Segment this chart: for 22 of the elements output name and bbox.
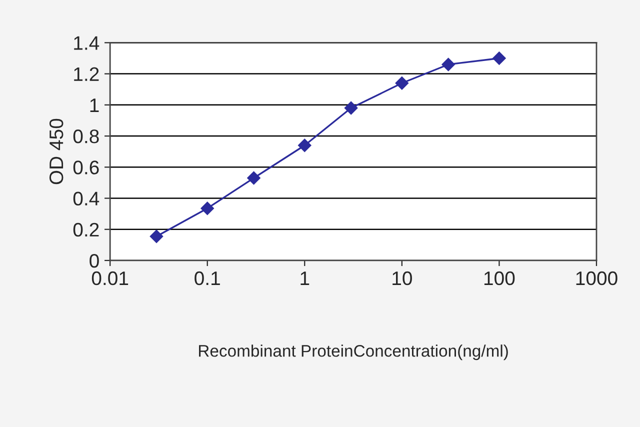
point: [247, 171, 260, 185]
y-axis-title: OD 450: [49, 118, 64, 184]
y-tick-label: 0.8: [73, 130, 99, 144]
point: [492, 52, 506, 65]
x-tick-label: 1: [300, 272, 310, 285]
x-axis-title: Recombinant ProteinConcentration(ng/ml): [199, 344, 508, 360]
y-tick-label: 1: [90, 98, 99, 112]
x-tick-label: 100: [484, 271, 515, 286]
y-tick-label: 0.2: [73, 222, 99, 237]
x-tick-label: 0.1: [194, 271, 220, 286]
y-tick-label: 0: [90, 254, 99, 268]
point: [150, 230, 164, 243]
point: [395, 76, 409, 90]
y-tick-label: 0.4: [73, 192, 100, 206]
y-tick-label: 0.6: [73, 160, 99, 174]
x-tick-label: 10: [392, 271, 412, 286]
point: [344, 101, 358, 115]
x-tick-label: 0.01: [92, 271, 128, 286]
y-tick-label: 1.4: [74, 36, 100, 50]
y-tick-label: 1.2: [74, 67, 99, 81]
x-tick-label: 1000: [576, 271, 618, 286]
point: [298, 138, 312, 152]
